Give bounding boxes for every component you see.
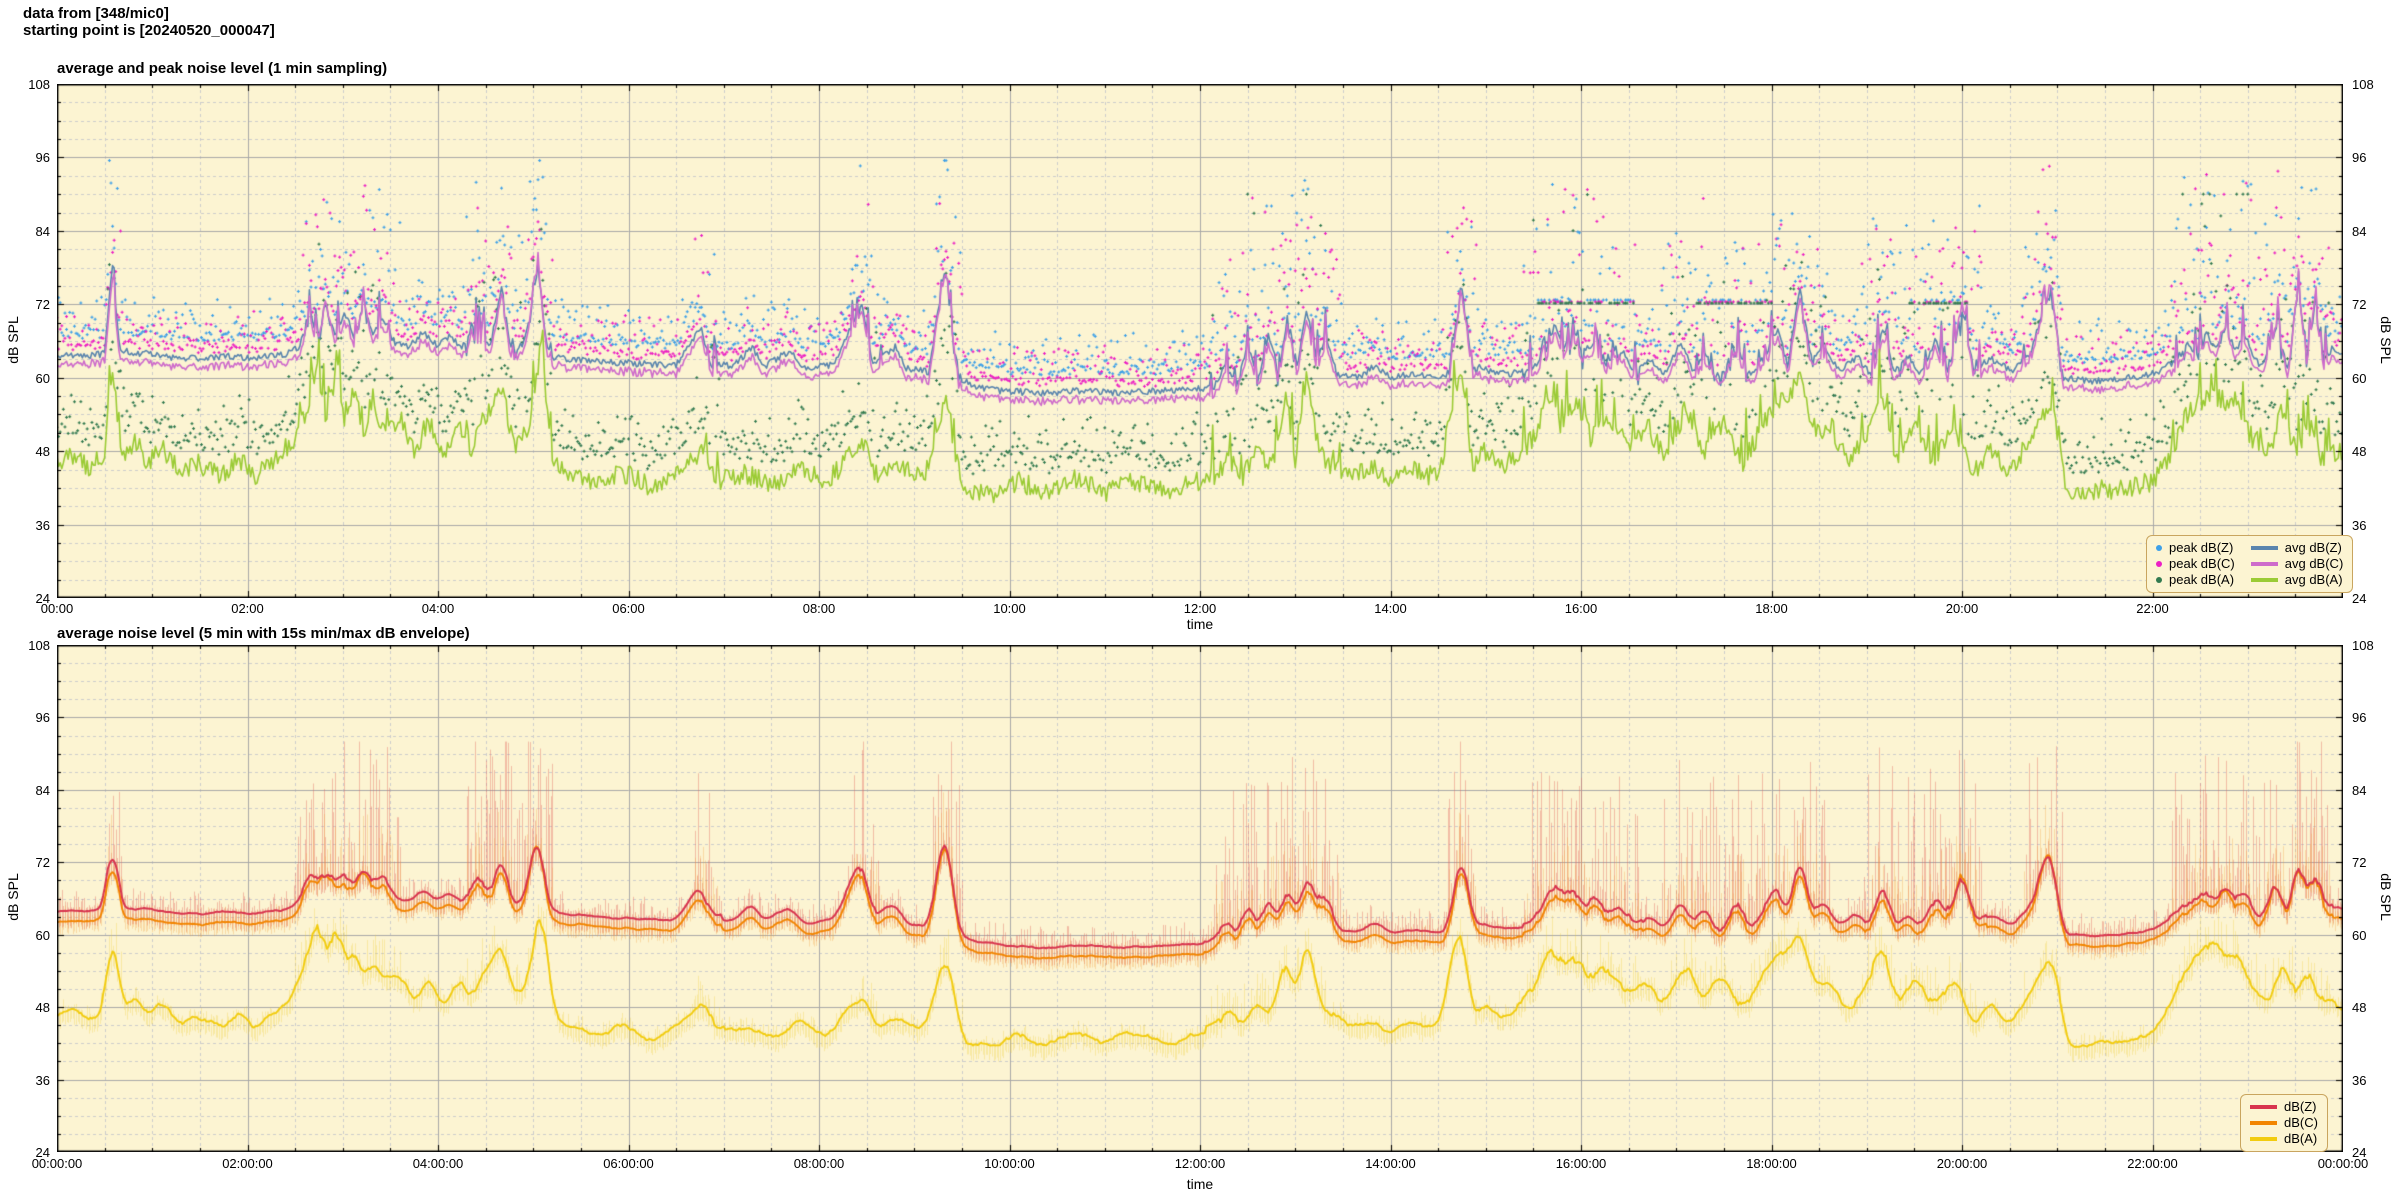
x-tick-label: 00:00 bbox=[40, 601, 74, 616]
header-data-source: data from [348/mic0] bbox=[23, 5, 169, 22]
peak-dbc-marker-icon bbox=[2156, 561, 2162, 567]
y-tick-label-right: 60 bbox=[2352, 370, 2367, 386]
y-tick-label-left: 36 bbox=[35, 1072, 50, 1088]
y-tick-label-right: 48 bbox=[2352, 1000, 2367, 1016]
x-tick-label: 00:00:00 bbox=[31, 1156, 83, 1171]
dba-line-swatch-icon bbox=[2250, 1137, 2277, 1141]
y-tick-label-left: 60 bbox=[35, 370, 50, 386]
x-tick-label: 12:00:00 bbox=[1174, 1156, 1226, 1171]
top-chart-legend: peak dB(Z) avg dB(Z) peak dB(C) avg dB(C… bbox=[2146, 535, 2354, 593]
bottom-chart-title: average noise level (5 min with 15s min/… bbox=[57, 625, 470, 642]
y-tick-label-left: 108 bbox=[28, 638, 50, 653]
y-tick-label-right: 108 bbox=[2352, 77, 2374, 92]
x-tick-label: 12:00 bbox=[1183, 601, 1217, 616]
y-tick-label-right: 96 bbox=[2352, 710, 2367, 726]
y-tick-label-left: 48 bbox=[35, 1000, 50, 1016]
y-tick-label-left: 24 bbox=[35, 591, 50, 606]
bottom-y-axis-title-left: dB SPL bbox=[5, 873, 21, 921]
legend-item-peak-dbc: peak dB(C) bbox=[2156, 556, 2235, 572]
legend-item-peak-dba: peak dB(A) bbox=[2156, 572, 2235, 588]
x-tick-label: 16:00 bbox=[1564, 601, 1598, 616]
x-tick-label: 14:00 bbox=[1374, 601, 1407, 616]
x-tick-label: 04:00:00 bbox=[412, 1156, 464, 1171]
y-tick-label-left: 96 bbox=[35, 150, 50, 166]
x-tick-label: 06:00:00 bbox=[603, 1156, 654, 1171]
x-tick-label: 10:00:00 bbox=[984, 1156, 1035, 1171]
top-y-axis-title-left: dB SPL bbox=[5, 316, 21, 364]
y-tick-label-left: 84 bbox=[35, 223, 50, 239]
peak-dbz-marker-icon bbox=[2156, 545, 2162, 551]
y-tick-label-right: 84 bbox=[2352, 223, 2367, 239]
avg-dba-line-swatch-icon bbox=[2250, 578, 2278, 582]
x-tick-label: 08:00:00 bbox=[793, 1156, 845, 1171]
y-tick-label-right: 36 bbox=[2352, 517, 2367, 533]
y-tick-label-left: 72 bbox=[35, 297, 50, 313]
legend-item-dba: dB(A) bbox=[2250, 1131, 2318, 1147]
x-tick-label: 22:00 bbox=[2136, 601, 2169, 616]
legend-label: peak dB(A) bbox=[2169, 572, 2235, 587]
x-tick-label: 20:00 bbox=[1945, 601, 1979, 616]
y-tick-label-left: 96 bbox=[35, 710, 50, 726]
top-plot-canvas bbox=[57, 84, 2343, 598]
x-tick-label: 18:00:00 bbox=[1746, 1156, 1797, 1171]
legend-item-dbz: dB(Z) bbox=[2250, 1099, 2318, 1115]
header-starting-point: starting point is [20240520_000047] bbox=[23, 22, 275, 39]
x-tick-label: 02:00:00 bbox=[222, 1156, 273, 1171]
bottom-y-axis-title-right: dB SPL bbox=[2378, 873, 2394, 921]
y-tick-label-right: 24 bbox=[2352, 1145, 2367, 1160]
legend-label: peak dB(Z) bbox=[2169, 540, 2234, 555]
x-tick-label: 06:00 bbox=[612, 601, 645, 616]
legend-label: peak dB(C) bbox=[2169, 556, 2235, 571]
legend-label: dB(Z) bbox=[2284, 1099, 2317, 1114]
y-tick-label-right: 36 bbox=[2352, 1072, 2367, 1088]
y-tick-label-right: 96 bbox=[2352, 150, 2367, 166]
legend-label: avg dB(C) bbox=[2284, 556, 2344, 571]
y-tick-label-right: 24 bbox=[2352, 591, 2367, 606]
avg-dbc-line-swatch-icon bbox=[2250, 562, 2278, 566]
legend-label: dB(C) bbox=[2284, 1115, 2318, 1130]
bottom-chart-legend: dB(Z) dB(C) dB(A) bbox=[2240, 1094, 2328, 1152]
x-tick-label: 20:00:00 bbox=[1936, 1156, 1988, 1171]
y-tick-label-left: 108 bbox=[28, 77, 50, 92]
peak-dba-marker-icon bbox=[2156, 577, 2162, 583]
legend-label: avg dB(A) bbox=[2284, 572, 2343, 587]
avg-dbz-line-swatch-icon bbox=[2250, 546, 2278, 550]
bottom-x-axis-title: time bbox=[1186, 1176, 1214, 1192]
y-tick-label-left: 36 bbox=[35, 517, 50, 533]
legend-label: dB(A) bbox=[2284, 1131, 2318, 1146]
dbc-line-swatch-icon bbox=[2250, 1121, 2277, 1125]
x-tick-label: 22:00:00 bbox=[2127, 1156, 2178, 1171]
y-tick-label-left: 72 bbox=[35, 855, 50, 871]
y-tick-label-right: 84 bbox=[2352, 782, 2367, 798]
top-chart-title: average and peak noise level (1 min samp… bbox=[57, 60, 388, 77]
x-tick-label: 16:00:00 bbox=[1555, 1156, 1607, 1171]
legend-item-peak-dbz: peak dB(Z) bbox=[2156, 540, 2235, 556]
x-tick-label: 08:00 bbox=[802, 601, 836, 616]
x-tick-label: 14:00:00 bbox=[1365, 1156, 1416, 1171]
y-tick-label-right: 48 bbox=[2352, 444, 2367, 460]
legend-item-avg-dba: avg dB(A) bbox=[2250, 572, 2344, 588]
dbz-line-swatch-icon bbox=[2250, 1105, 2277, 1109]
y-tick-label-left: 48 bbox=[35, 444, 50, 460]
legend-item-avg-dbz: avg dB(Z) bbox=[2250, 540, 2344, 556]
legend-item-dbc: dB(C) bbox=[2250, 1115, 2318, 1131]
x-tick-label: 02:00 bbox=[231, 601, 264, 616]
top-x-axis-title: time bbox=[1186, 616, 1214, 632]
legend-label: avg dB(Z) bbox=[2284, 540, 2342, 555]
bottom-plot-canvas bbox=[57, 645, 2343, 1152]
y-tick-label-right: 72 bbox=[2352, 297, 2367, 313]
x-tick-label: 00:00:00 bbox=[2317, 1156, 2369, 1171]
y-tick-label-right: 60 bbox=[2352, 927, 2367, 943]
legend-item-avg-dbc: avg dB(C) bbox=[2250, 556, 2344, 572]
y-tick-label-left: 24 bbox=[35, 1145, 50, 1160]
x-tick-label: 10:00 bbox=[993, 601, 1026, 616]
x-tick-label: 18:00 bbox=[1755, 601, 1788, 616]
y-tick-label-left: 84 bbox=[35, 782, 50, 798]
y-tick-label-left: 60 bbox=[35, 927, 50, 943]
y-tick-label-right: 72 bbox=[2352, 855, 2367, 871]
x-tick-label: 04:00 bbox=[421, 601, 455, 616]
y-tick-label-right: 108 bbox=[2352, 638, 2374, 653]
top-y-axis-title-right: dB SPL bbox=[2378, 316, 2394, 364]
